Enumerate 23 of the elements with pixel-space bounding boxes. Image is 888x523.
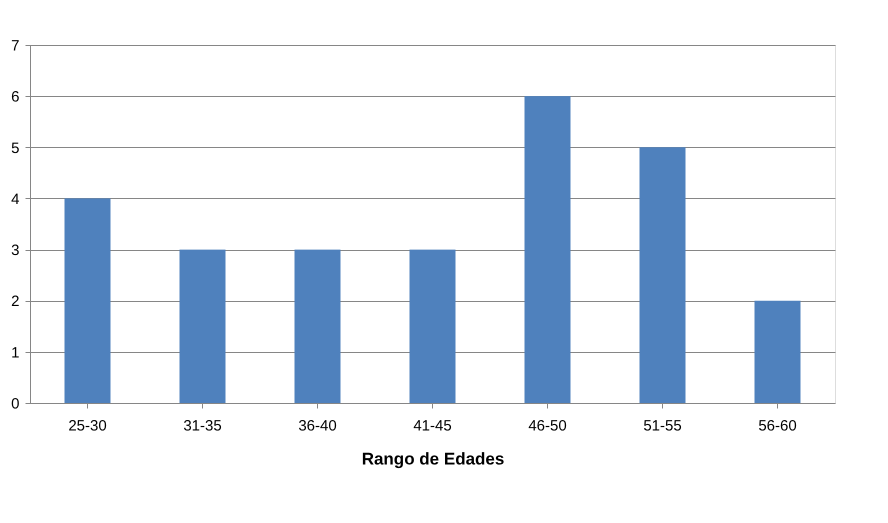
x-tick-label: 56-60 bbox=[758, 418, 797, 434]
x-tick-label: 51-55 bbox=[643, 418, 682, 434]
x-tick-label: 36-40 bbox=[298, 418, 337, 434]
x-tick-label: 31-35 bbox=[183, 418, 222, 434]
bar bbox=[524, 96, 570, 403]
y-tick-label: 3 bbox=[11, 242, 20, 260]
x-tick-label: 25-30 bbox=[68, 418, 107, 434]
bar bbox=[410, 250, 456, 403]
y-tick-label: 0 bbox=[11, 396, 20, 412]
y-tick-label: 2 bbox=[11, 293, 20, 310]
x-tick-label: 41-45 bbox=[413, 418, 452, 434]
bar bbox=[64, 198, 110, 403]
y-tick-label: 6 bbox=[11, 88, 20, 106]
bar bbox=[180, 250, 226, 403]
y-tick-label: 1 bbox=[11, 344, 20, 362]
y-tick-label: 5 bbox=[11, 140, 20, 157]
bar bbox=[294, 250, 340, 403]
bar bbox=[640, 147, 686, 403]
y-tick-label: 7 bbox=[11, 38, 20, 54]
bar bbox=[754, 300, 800, 403]
x-tick-label: 46-50 bbox=[528, 418, 567, 434]
y-tick-label: 4 bbox=[11, 190, 20, 208]
x-axis-title: Rango de Edades bbox=[362, 450, 504, 468]
